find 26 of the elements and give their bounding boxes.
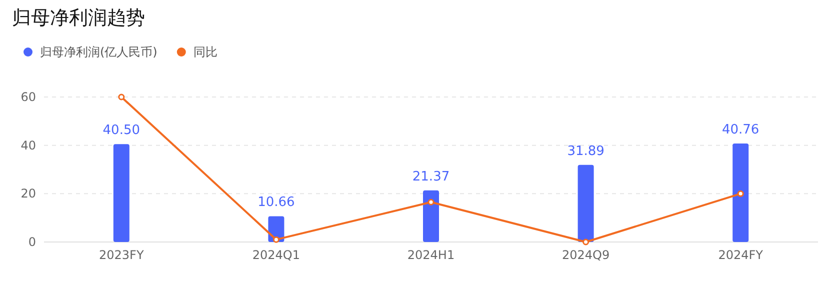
- data-label: 40.76: [722, 122, 760, 138]
- legend-label: 归母净利润(亿人民币): [40, 45, 158, 59]
- data-label: 31.89: [567, 144, 604, 159]
- x-tick-label: 2024H1: [407, 248, 455, 262]
- bar: [578, 164, 594, 242]
- bar: [423, 190, 439, 242]
- bar: [732, 143, 749, 242]
- x-tick-label: 2024Q9: [562, 248, 610, 262]
- y-tick-label: 40: [20, 138, 36, 152]
- x-tick-label: 2024Q1: [252, 248, 300, 262]
- data-label: 10.66: [258, 195, 295, 210]
- data-label: 40.50: [102, 123, 140, 138]
- y-tick-label: 60: [20, 90, 36, 104]
- y-tick-label: 0: [28, 235, 36, 249]
- point: [582, 238, 590, 246]
- x-tick-label: 2023FY: [99, 248, 144, 262]
- y-tick-label: 20: [20, 186, 36, 201]
- legend-label: 同比: [193, 45, 218, 59]
- point: [428, 198, 434, 206]
- x-tick-label: 2024FY: [718, 248, 764, 262]
- point: [118, 94, 125, 100]
- data-label: 21.37: [412, 169, 450, 184]
- bar: [113, 144, 130, 242]
- point: [737, 190, 744, 197]
- title: 归母净利润趋势: [12, 7, 145, 29]
- point: [272, 236, 280, 243]
